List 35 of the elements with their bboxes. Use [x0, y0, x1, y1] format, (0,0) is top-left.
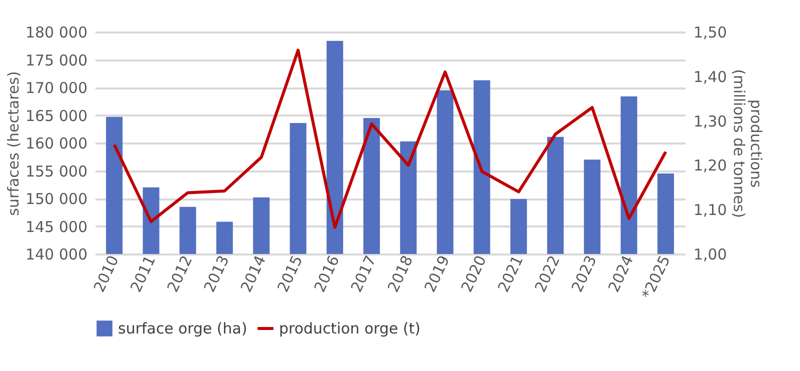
x-tick-label: 2011	[126, 252, 160, 295]
y-tick-label: 165 000	[25, 106, 88, 125]
line-series	[112, 48, 668, 229]
x-tick-label: 2015	[274, 252, 306, 295]
x-tick-label: 2014	[237, 252, 270, 295]
y2-tick-label: 1,10	[694, 201, 727, 220]
y2-tick-label: 1,00	[694, 246, 727, 264]
x-tick-label: 2019	[420, 252, 454, 295]
legend-label: surface orge (ha)	[118, 320, 248, 338]
y-tick-label: 170 000	[25, 79, 88, 97]
x-tick-label: 2017	[347, 252, 380, 295]
y2-tick-label: 1,20	[694, 156, 727, 175]
x-tick-label: 2012	[164, 252, 196, 295]
y2-tick-label: 1,30	[694, 112, 727, 130]
y-tick-label: 160 000	[25, 134, 88, 152]
legend-label: production orge (t)	[279, 320, 420, 338]
y-tick-label: 145 000	[25, 218, 88, 236]
y2-tick-label: 1,50	[694, 24, 727, 42]
x-tick-label: 2016	[310, 252, 344, 295]
x-tick-label: 2023	[568, 252, 600, 295]
x-tick-label: 2024	[604, 252, 638, 295]
x-tick-label: 2020	[458, 252, 490, 295]
y2-tick-label: 1,40	[694, 68, 727, 86]
x-tick-label: 2018	[384, 252, 417, 295]
y-tick-label: 180 000	[25, 24, 88, 42]
x-tick-label: 2021	[494, 252, 527, 295]
y-axis-title: surfaces (hectares)	[4, 71, 22, 216]
y-tick-label: 140 000	[25, 246, 88, 264]
y-tick-label: 150 000	[25, 190, 88, 208]
y2-axis-title: productions (millions de tonnes)	[730, 69, 765, 218]
x-tick-label: 2013	[200, 252, 233, 295]
x-tick-label: 2022	[531, 252, 564, 295]
y-tick-label: 175 000	[25, 51, 88, 70]
x-tick-label: 2010	[90, 252, 122, 295]
y-tick-label: 155 000	[25, 162, 88, 180]
